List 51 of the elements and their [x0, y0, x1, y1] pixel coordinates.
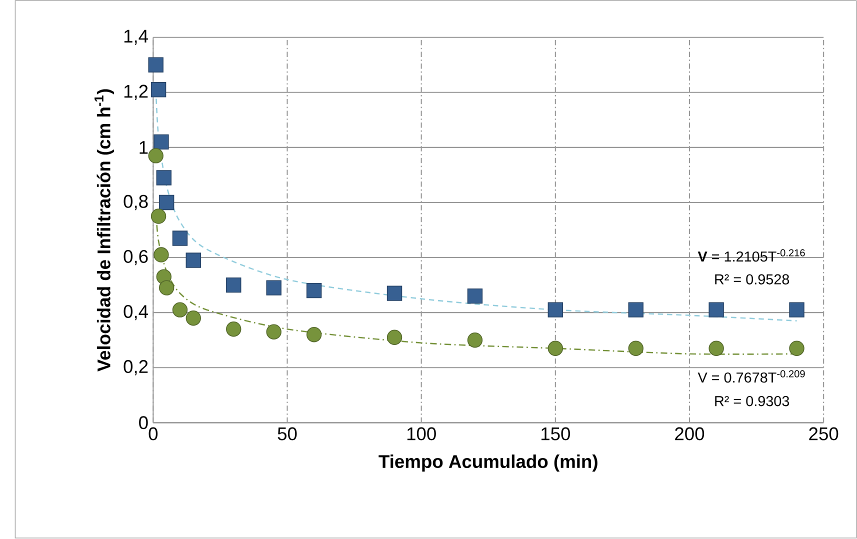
point [306, 283, 322, 298]
x-tick-label: 0 [148, 427, 158, 440]
y-axis-title: Velocidad de Infiltración (cm h$^{-1}$) [94, 89, 114, 372]
y-tick-label: 0 [139, 416, 148, 430]
point [226, 322, 242, 337]
point [154, 134, 169, 150]
point [266, 280, 282, 296]
point [386, 330, 402, 346]
y-tick-label: 1 [140, 141, 148, 154]
x-axis-title: Tiempo Acumulado (min) [378, 454, 598, 472]
point [172, 302, 188, 318]
point [172, 230, 188, 246]
point [148, 148, 164, 164]
y-tick-label: 1,4 [124, 30, 148, 45]
y-tick-label: 0,6 [124, 250, 148, 266]
point [467, 332, 483, 348]
x-tick-label: 150 [542, 427, 570, 440]
point [708, 340, 724, 356]
y-tick-label: 0,2 [124, 360, 148, 376]
point [156, 170, 172, 186]
point [266, 324, 282, 340]
point [150, 208, 166, 224]
point [186, 310, 201, 326]
point [386, 286, 402, 302]
point [148, 57, 164, 73]
y-tick-label: 0,4 [124, 305, 148, 320]
x-tick-label: 200 [675, 427, 704, 440]
point [628, 302, 644, 318]
annotation: R² = 0.9528 [715, 274, 790, 285]
point [789, 302, 804, 318]
point [708, 302, 724, 318]
point [548, 340, 564, 356]
x-tick-label: 250 [809, 427, 838, 440]
point [154, 247, 169, 263]
x-tick-label: 100 [407, 427, 436, 440]
y-tick-label: 0,8 [124, 195, 148, 210]
point [186, 252, 201, 268]
point [548, 302, 564, 318]
point [306, 327, 322, 342]
point [226, 278, 242, 293]
point [789, 340, 804, 356]
annotation: V = 0.7678T$^{-0.209}$ [698, 370, 805, 383]
annotation: R² = 0.9303 [715, 396, 790, 406]
x-tick-label: 50 [278, 427, 297, 440]
point [158, 280, 174, 296]
point [467, 288, 483, 304]
point [628, 340, 644, 356]
point [150, 82, 166, 98]
point [158, 195, 174, 210]
y-tick-label: 1,2 [124, 84, 148, 100]
annotation: V = 1.2105T$^{-0.216}$ [698, 249, 805, 262]
